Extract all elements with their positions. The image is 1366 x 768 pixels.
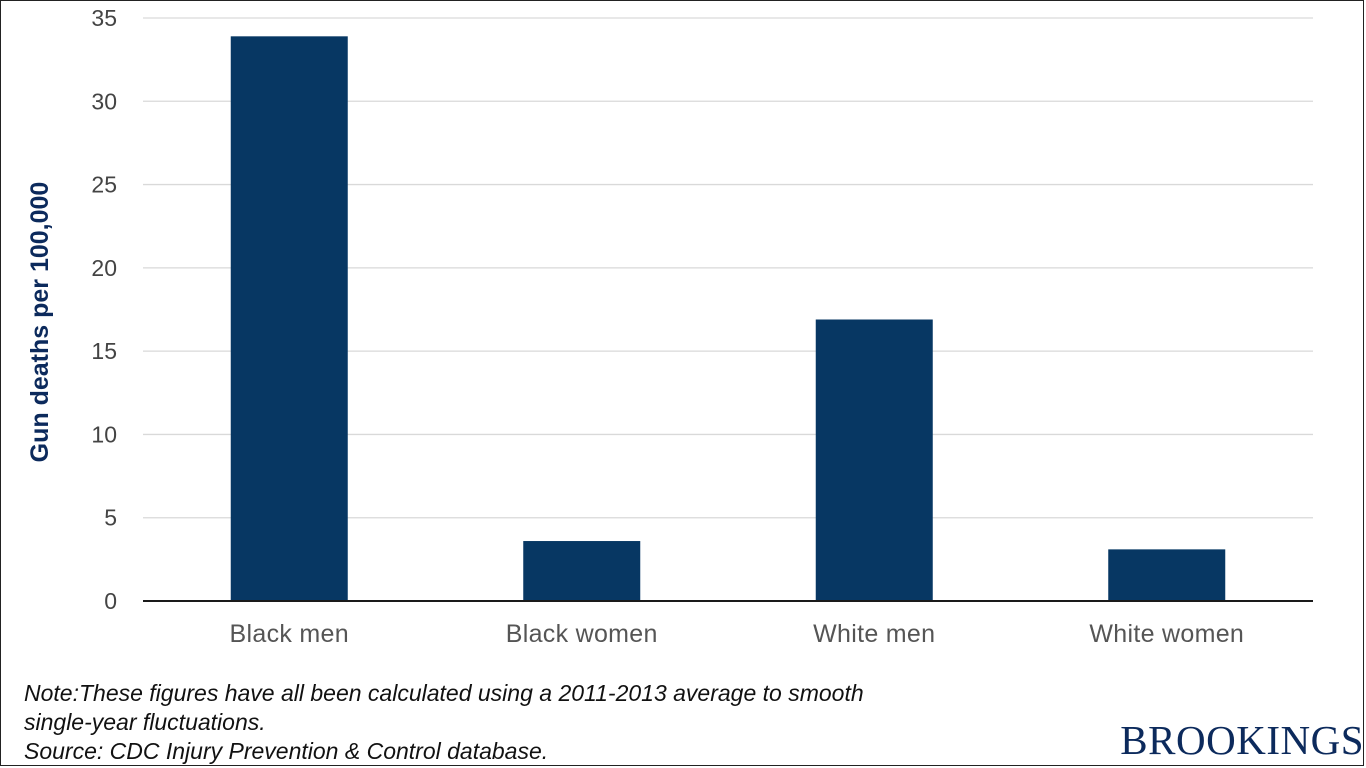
- x-tick-label: White men: [813, 620, 935, 648]
- bar-black-men: [230, 36, 348, 601]
- chart-note: Note:These figures have all been calcula…: [24, 679, 1084, 766]
- bar-white-men: [815, 319, 933, 601]
- bars: [230, 36, 1226, 601]
- x-tick-label: Black men: [230, 620, 349, 648]
- source-line: Source: CDC Injury Prevention & Control …: [24, 738, 549, 764]
- y-tick-label: 0: [104, 588, 117, 614]
- y-tick-label: 10: [91, 421, 117, 447]
- note-line-1: Note:These figures have all been calcula…: [24, 680, 864, 706]
- y-tick-label: 20: [91, 255, 117, 281]
- x-tick-label: White women: [1089, 620, 1244, 648]
- brookings-logo: BROOKINGS: [1120, 717, 1364, 763]
- bar-white-women: [1108, 549, 1226, 601]
- y-tick-label: 30: [91, 88, 117, 114]
- y-tick-label: 15: [91, 338, 117, 364]
- x-tick-labels: Black men Black women White men White women: [230, 620, 1244, 648]
- bar-black-women: [523, 541, 641, 601]
- x-tick-label: Black women: [506, 620, 658, 648]
- y-axis-title: Gun deaths per 100,000: [26, 182, 54, 463]
- note-line-2: single-year fluctuations.: [24, 709, 266, 735]
- bar-chart: 0 5 10 15 20 25 30 35 Black men Black women White…: [26, 5, 1313, 648]
- y-tick-labels: 0 5 10 15 20 25 30 35: [91, 5, 117, 614]
- y-tick-label: 5: [104, 505, 117, 531]
- y-tick-label: 25: [91, 172, 117, 198]
- y-tick-label: 35: [91, 5, 117, 31]
